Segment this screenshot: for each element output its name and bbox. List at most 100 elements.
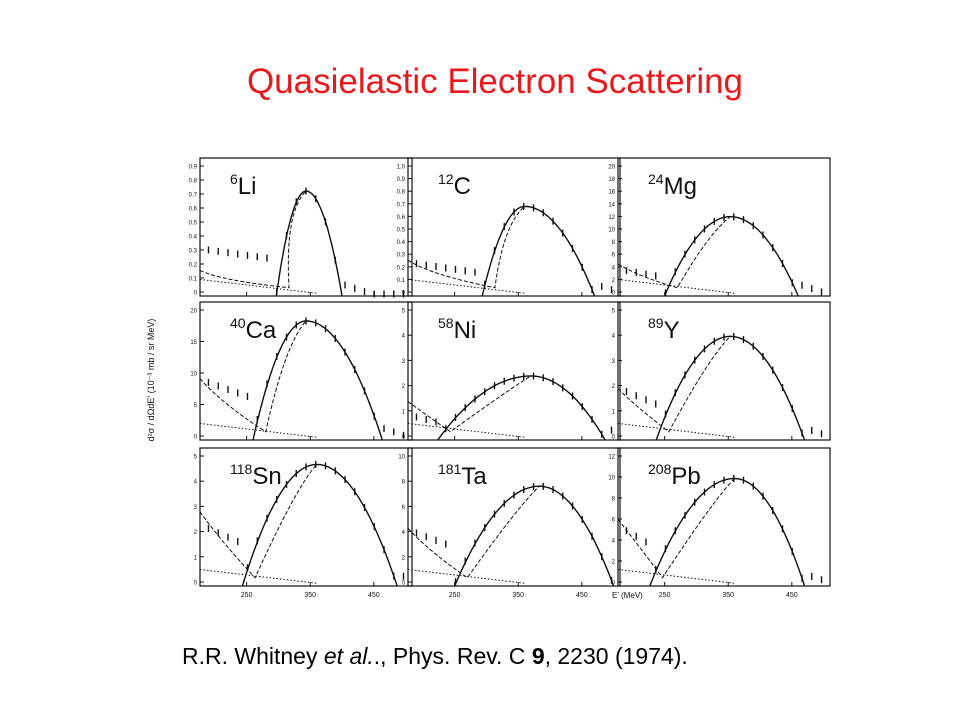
total-fit-dashed (617, 478, 735, 579)
radiative-tail-dotted (617, 278, 735, 294)
y-tick-label: 3 (402, 359, 406, 365)
y-tick-label: 10 (608, 476, 615, 482)
mass-number: 118 (230, 461, 253, 477)
y-tick-label: 0 (194, 581, 198, 587)
y-tick-label: 15 (190, 340, 197, 346)
mass-number: 24 (648, 171, 664, 187)
panel-frame (617, 301, 831, 441)
qe-peak-curve (649, 477, 806, 587)
y-tick-label: 4 (402, 334, 406, 340)
nucleus-label: 181Ta (438, 461, 487, 490)
y-tick-label: 8 (402, 480, 406, 486)
qe-peak-curve (453, 485, 615, 587)
spectra-grid: 0.90.80.70.60.50.40.30.20.106Li1.00.90.8… (146, 157, 831, 600)
y-tick-label: 0.8 (397, 190, 406, 196)
mass-number: 181 (438, 461, 462, 477)
y-tick-label: 0.8 (189, 179, 198, 185)
element-symbol: Sn (252, 463, 281, 490)
y-tick-label: 2 (402, 384, 406, 390)
spectrum-panel-ni: 5 4 3 2 1 0 58Ni (402, 301, 621, 441)
y-tick-label: 16 (608, 190, 615, 196)
qe-peak-curve (481, 205, 596, 297)
y-tick-label: 14 (608, 202, 615, 208)
y-tick-label: 1 (194, 555, 198, 561)
spectrum-panel-y: 5 4 3 2 1 0 89Y (612, 301, 831, 441)
citation-volume: 9 (531, 643, 545, 669)
mass-number: 6 (230, 171, 238, 187)
citation: R.R. Whitney et al.., Phys. Rev. C 9, 22… (182, 643, 688, 670)
page-title: Quasielastic Electron Scattering (246, 62, 744, 101)
nucleus-label: 118Sn (230, 461, 282, 490)
radiative-tail-dotted (199, 278, 317, 294)
y-tick-label: 0 (402, 581, 406, 587)
y-axis-label: d²σ / dΩdE′ (10⁻³ mb / sr MeV) (146, 319, 156, 442)
x-tick-label: 450 (368, 592, 380, 599)
y-tick-label: 12 (608, 215, 615, 221)
x-tick-label: 350 (512, 592, 524, 599)
y-tick-label: 2 (612, 384, 616, 390)
citation-journal: ., Phys. Rev. C (373, 643, 526, 669)
y-tick-label: 0.5 (189, 221, 198, 227)
x-tick-label: 250 (659, 592, 671, 599)
qe-peak-curve (241, 463, 398, 587)
qe-peak-curve (663, 216, 799, 297)
y-tick-label: 5 (612, 309, 616, 315)
qe-peak-curve (252, 320, 383, 441)
nucleus-label: 6Li (230, 171, 256, 200)
mass-number: 40 (230, 315, 246, 331)
quasielastic-figure: 0.9 0.8 0.7 0.6 0.5 0.4 0.3 0.2 0.1 0 6Li 1.0 0.9 0.8… (140, 150, 840, 610)
y-tick-label: 0 (402, 291, 406, 297)
y-tick-label: 0.6 (189, 207, 198, 213)
panel-frame (407, 447, 621, 587)
mass-number: 58 (438, 315, 454, 331)
y-tick-label: 0 (612, 291, 616, 297)
total-fit-dashed (407, 485, 540, 579)
radiative-tail-dotted (407, 568, 525, 584)
y-tick-label: 6 (612, 253, 616, 259)
y-tick-label: 0.7 (397, 202, 406, 208)
y-tick-label: 10 (398, 455, 405, 461)
y-tick-label: 0 (194, 435, 198, 441)
qe-peak-curve (437, 375, 606, 441)
radiative-tail-dotted (199, 422, 317, 438)
panel-frame (617, 447, 831, 587)
x-axis-label: E′ (MeV) (612, 591, 643, 600)
panel-frame (617, 157, 831, 297)
y-tick-label: 4 (612, 334, 616, 340)
y-tick-label: 0.7 (189, 193, 198, 199)
x-tick-label: 350 (304, 592, 316, 599)
mass-number: 12 (438, 171, 454, 187)
nucleus-label: 58Ni (438, 315, 476, 344)
y-tick-label: 0.6 (397, 215, 406, 221)
y-tick-label: 5 (402, 309, 406, 315)
x-tick-label: 350 (722, 592, 734, 599)
y-tick-label: 1.0 (397, 165, 406, 171)
mass-number: 208 (648, 461, 672, 477)
citation-rest: , 2230 (1974). (544, 643, 688, 669)
y-tick-label: 2 (194, 530, 198, 536)
total-fit-dashed (407, 206, 525, 289)
y-tick-label: 3 (194, 505, 198, 511)
panel-frame (199, 301, 413, 441)
y-tick-label: 0.2 (189, 263, 198, 269)
y-tick-label: 3 (612, 359, 616, 365)
x-tick-label: 450 (576, 592, 588, 599)
y-tick-label: 12 (608, 455, 615, 461)
y-tick-label: 5 (194, 403, 198, 409)
spectrum-panel-pb: 12 10 8 6 4 2 0 208Pb (608, 447, 831, 587)
y-tick-label: 18 (608, 177, 615, 183)
y-tick-label: 20 (190, 309, 197, 315)
radiative-tail-dotted (617, 568, 735, 584)
y-tick-label: 0.3 (397, 253, 406, 259)
y-tick-label: 0 (194, 291, 198, 297)
y-tick-label: 0 (612, 435, 616, 441)
y-tick-label: 8 (612, 240, 616, 246)
mass-number: 89 (648, 315, 664, 331)
y-tick-label: 0 (402, 435, 406, 441)
qe-peak-curve (275, 190, 343, 297)
x-tick-label: 450 (786, 592, 798, 599)
y-tick-label: 4 (612, 539, 616, 545)
